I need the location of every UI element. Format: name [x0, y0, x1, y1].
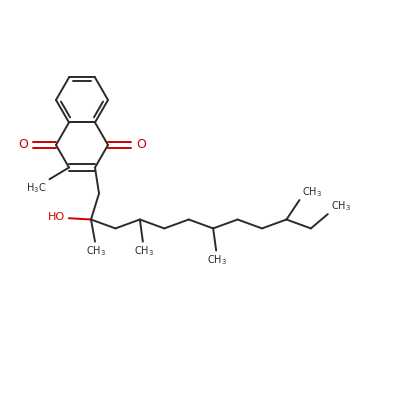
Text: CH$_3$: CH$_3$	[302, 185, 322, 199]
Text: O: O	[18, 138, 28, 152]
Text: CH$_3$: CH$_3$	[86, 245, 106, 258]
Text: CH$_3$: CH$_3$	[207, 254, 227, 267]
Text: H$_3$C: H$_3$C	[26, 181, 46, 195]
Text: CH$_3$: CH$_3$	[331, 199, 351, 213]
Text: CH$_3$: CH$_3$	[134, 245, 154, 258]
Text: HO: HO	[48, 212, 65, 222]
Text: O: O	[136, 138, 146, 152]
